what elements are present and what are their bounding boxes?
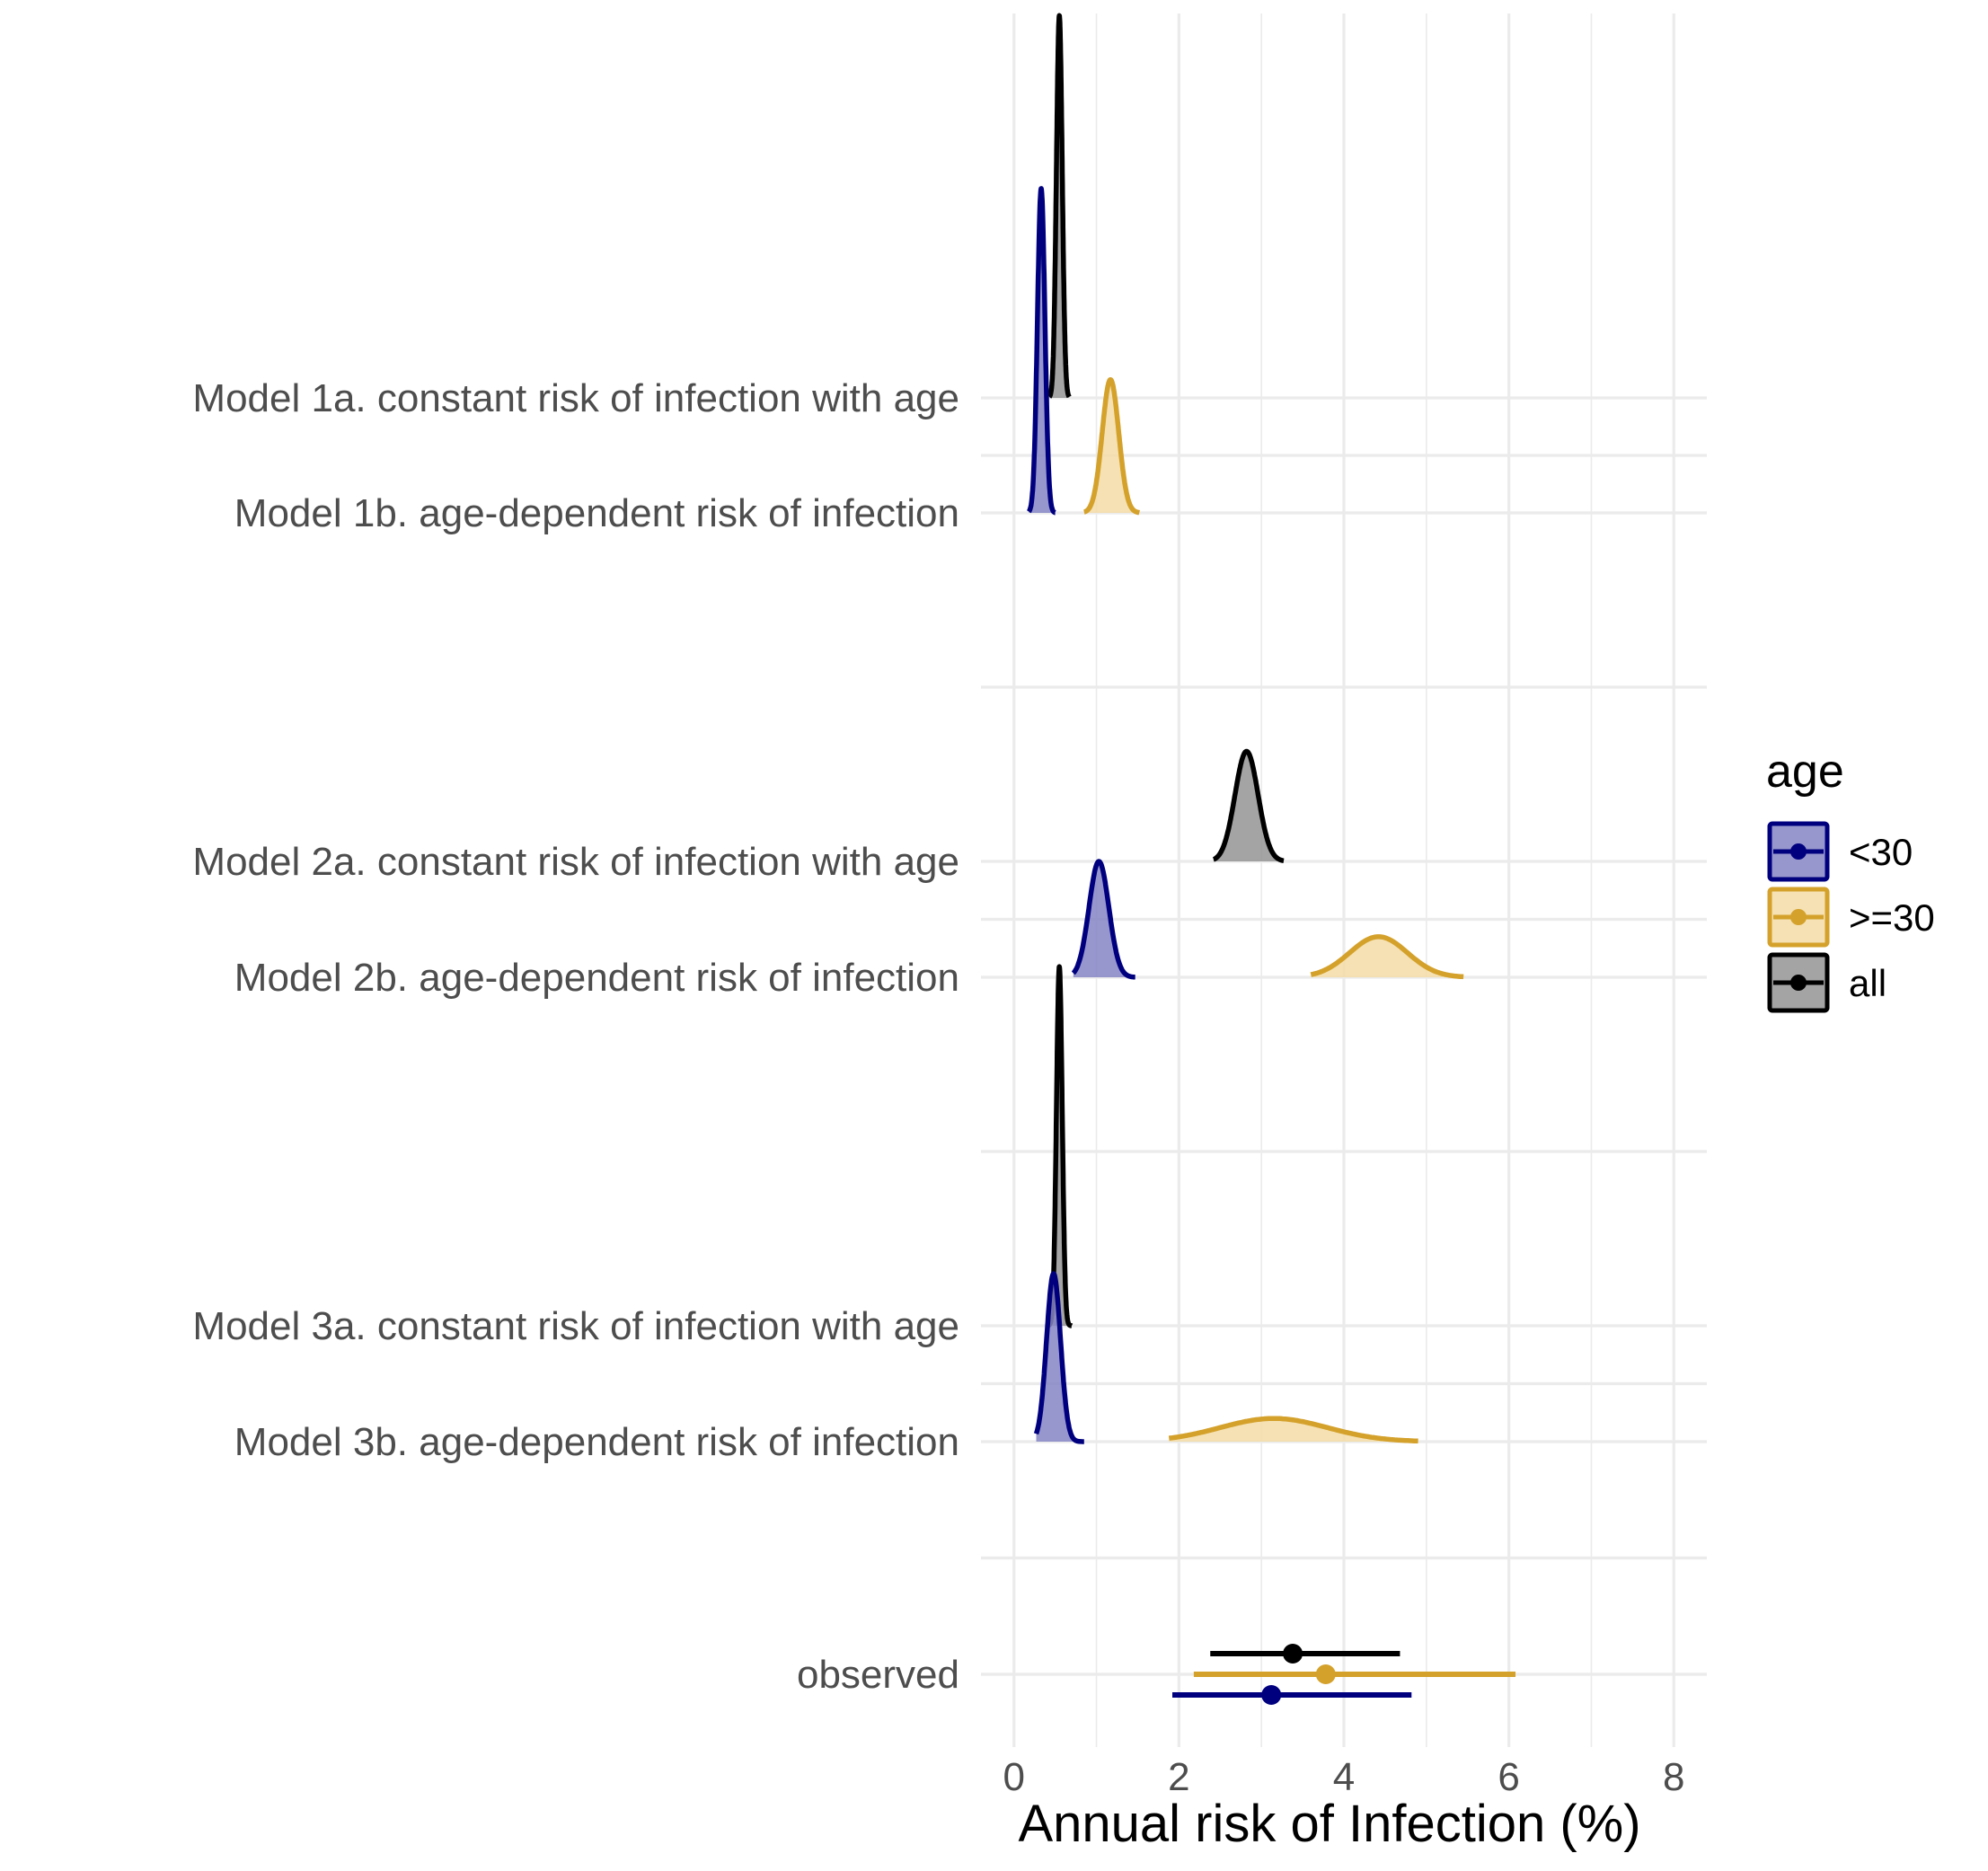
density-line-ge30 — [1309, 934, 1465, 980]
legend: age <30 >=30 all — [1766, 746, 1935, 1013]
observed-intervals — [1172, 1644, 1515, 1705]
density-line-lt30 — [1033, 1271, 1087, 1444]
legend-item-lt30: <30 — [1767, 821, 1913, 882]
y-tick-label: Model 2b. age-dependent risk of infectio… — [234, 956, 959, 1000]
density-line-ge30 — [1168, 1416, 1419, 1444]
density-line-all — [1211, 748, 1286, 864]
x-tick-label: 4 — [1333, 1755, 1355, 1799]
x-axis-tick-labels: 0 2 4 6 8 — [1003, 1755, 1684, 1799]
legend-label: >=30 — [1849, 896, 1935, 939]
observed-point-all — [1283, 1644, 1303, 1664]
x-tick-label: 8 — [1663, 1755, 1684, 1799]
y-tick-label: Model 3a. constant risk of infection wit… — [192, 1304, 959, 1348]
density-fill-all — [1048, 966, 1072, 1326]
density-line-all — [1047, 13, 1072, 400]
y-axis-labels: Model 1a. constant risk of infection wit… — [192, 376, 959, 1697]
legend-key-point — [1790, 843, 1807, 860]
x-tick-label: 6 — [1498, 1755, 1519, 1799]
legend-title: age — [1766, 746, 1844, 798]
observed-point-lt30 — [1261, 1685, 1282, 1705]
y-tick-label: Model 3b. age-dependent risk of infectio… — [234, 1420, 959, 1464]
observed-point-ge30 — [1315, 1664, 1336, 1684]
density-fill-all — [1213, 751, 1284, 861]
density-line-ge30 — [1082, 376, 1142, 516]
x-tick-label: 0 — [1003, 1755, 1024, 1799]
legend-item-ge30: >=30 — [1767, 887, 1935, 948]
y-tick-label: Model 2a. constant risk of infection wit… — [192, 840, 959, 884]
y-tick-label: Model 1a. constant risk of infection wit… — [192, 376, 959, 420]
legend-label: <30 — [1849, 831, 1913, 873]
density-line-lt30 — [1026, 186, 1058, 516]
x-tick-label: 2 — [1168, 1755, 1189, 1799]
density-fill-all — [1049, 15, 1070, 399]
legend-label: all — [1849, 962, 1886, 1004]
y-tick-label: observed — [797, 1653, 959, 1697]
legend-item-all: all — [1767, 952, 1886, 1013]
x-axis-title: Annual risk of Infection (%) — [1018, 1795, 1640, 1853]
density-fill-lt30 — [1073, 861, 1135, 977]
density-line-lt30 — [1071, 859, 1137, 980]
density-curves — [1026, 13, 1465, 1444]
grid-lines — [981, 13, 1707, 1747]
legend-key-point — [1790, 909, 1807, 925]
y-tick-label: Model 1b. age-dependent risk of infectio… — [234, 491, 959, 535]
legend-key-point — [1790, 975, 1807, 991]
